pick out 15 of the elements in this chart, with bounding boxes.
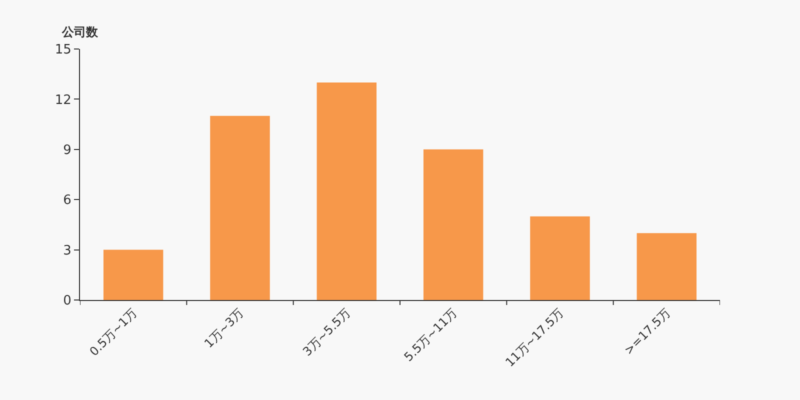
bar bbox=[210, 116, 270, 300]
y-tick-label: 9 bbox=[63, 142, 72, 158]
y-tick-label: 15 bbox=[54, 42, 72, 58]
y-tick-label: 0 bbox=[63, 294, 72, 309]
bar bbox=[530, 216, 590, 300]
bar bbox=[316, 82, 377, 300]
x-tick-label: 1万~3万 bbox=[202, 306, 246, 351]
bar bbox=[423, 149, 484, 300]
y-axis-title: 公司数 bbox=[61, 25, 99, 39]
x-tick-label: 0.5万~1万 bbox=[86, 306, 140, 359]
y-tick-label: 3 bbox=[63, 243, 72, 258]
y-tick-label: 12 bbox=[54, 92, 72, 108]
y-tick-label: 6 bbox=[63, 193, 72, 208]
bar bbox=[636, 233, 697, 300]
bar bbox=[103, 250, 164, 300]
